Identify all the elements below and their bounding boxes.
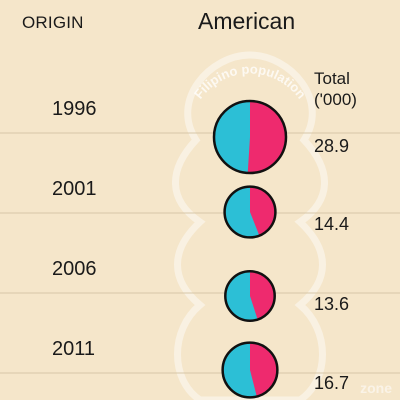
pies xyxy=(212,99,288,399)
total-value-label: 16.7 xyxy=(314,373,350,393)
pie-outline xyxy=(223,185,277,239)
row-gridlines xyxy=(0,132,400,374)
total-value-label: 14.4 xyxy=(314,214,350,234)
pie-slice-male xyxy=(222,342,257,398)
total-header: Total ('000) xyxy=(314,68,357,110)
origin-label: ORIGIN xyxy=(22,13,84,32)
total-value-label: 13.6 xyxy=(314,294,350,314)
pie-slice-male xyxy=(213,101,250,173)
watermark: zone xyxy=(360,380,392,396)
total-header-line2: ('000) xyxy=(314,90,357,109)
pie-2011 xyxy=(221,341,279,399)
year-label: 2011 xyxy=(52,338,96,360)
pie-outline xyxy=(212,99,288,175)
total-value-label: 28.9 xyxy=(314,136,350,156)
year-label: 2001 xyxy=(52,178,97,200)
country-title: American xyxy=(198,8,296,34)
pie-2001 xyxy=(223,185,277,239)
total-header-line1: Total xyxy=(314,69,350,88)
pie-slice-male xyxy=(224,186,260,238)
background-silhouette xyxy=(172,51,328,400)
pie-2006 xyxy=(224,270,276,322)
year-label: 2006 xyxy=(52,258,97,280)
pie-slice-male xyxy=(225,271,258,321)
year-label: 1996 xyxy=(52,98,97,120)
pie-outline xyxy=(221,341,279,399)
pie-1996 xyxy=(212,99,288,175)
pie-outline xyxy=(224,270,276,322)
